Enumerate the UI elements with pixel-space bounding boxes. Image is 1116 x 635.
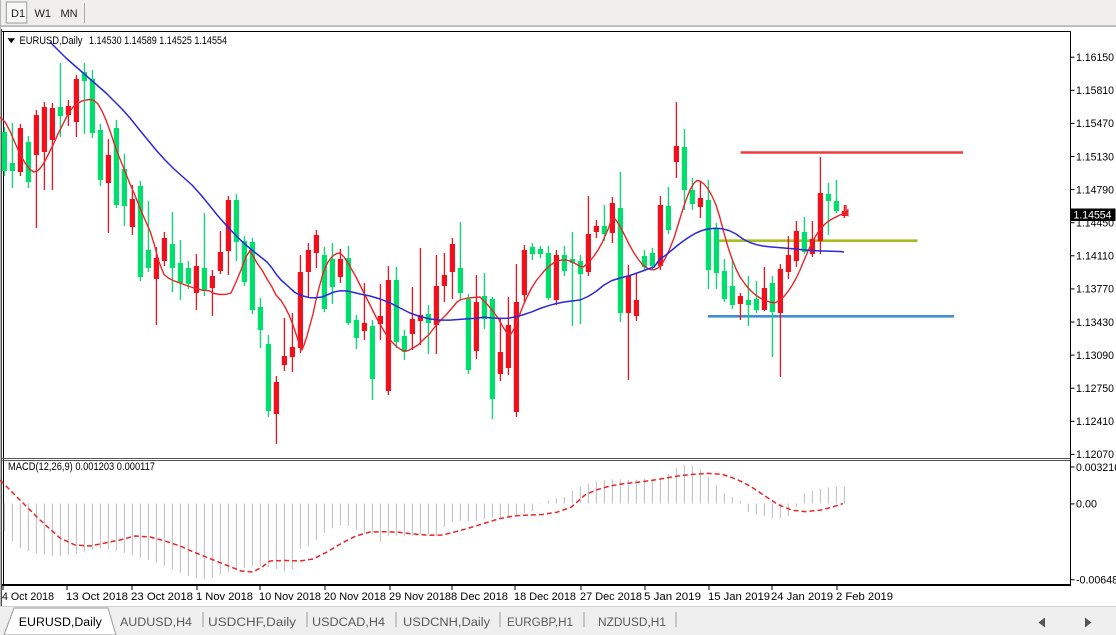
svg-text:0.00: 0.00 <box>1076 499 1097 511</box>
svg-text:15 Jan 2019: 15 Jan 2019 <box>708 591 770 603</box>
svg-text:1.14530 1.14589 1.14525 1.1455: 1.14530 1.14589 1.14525 1.14554 <box>89 35 227 47</box>
svg-text:0.003216: 0.003216 <box>1076 462 1116 474</box>
svg-text:1 Nov 2018: 1 Nov 2018 <box>196 591 253 603</box>
svg-text:USDCHF,Daily: USDCHF,Daily <box>208 617 296 629</box>
svg-text:MACD(12,26,9) 0.001203 0.00011: MACD(12,26,9) 0.001203 0.000117 <box>8 461 155 473</box>
svg-text:1.15810: 1.15810 <box>1076 85 1114 97</box>
svg-text:AUDUSD,H4: AUDUSD,H4 <box>120 617 193 629</box>
svg-text:1.15470: 1.15470 <box>1076 118 1114 130</box>
svg-text:EURUSD,Daily: EURUSD,Daily <box>19 617 102 629</box>
svg-text:EURUSD,Daily: EURUSD,Daily <box>20 35 83 47</box>
svg-text:8 Dec 2018: 8 Dec 2018 <box>451 591 508 603</box>
svg-text:23 Oct 2018: 23 Oct 2018 <box>131 591 193 603</box>
svg-text:1.13770: 1.13770 <box>1076 284 1114 296</box>
svg-text:1.12070: 1.12070 <box>1076 449 1114 461</box>
svg-text:27 Dec 2018: 27 Dec 2018 <box>580 591 642 603</box>
svg-text:-0.006485: -0.006485 <box>1076 575 1116 587</box>
svg-text:1.14554: 1.14554 <box>1074 210 1112 222</box>
svg-text:18 Dec 2018: 18 Dec 2018 <box>514 591 576 603</box>
svg-text:1.12750: 1.12750 <box>1076 383 1114 395</box>
svg-text:D1: D1 <box>11 8 25 20</box>
svg-text:20 Nov 2018: 20 Nov 2018 <box>324 591 386 603</box>
svg-text:MN: MN <box>61 8 78 20</box>
svg-text:2 Feb 2019: 2 Feb 2019 <box>836 591 893 603</box>
svg-text:1.12410: 1.12410 <box>1076 416 1114 428</box>
svg-text:1.15130: 1.15130 <box>1076 151 1114 163</box>
svg-text:NZDUSD,H1: NZDUSD,H1 <box>598 617 666 629</box>
svg-text:1.13430: 1.13430 <box>1076 317 1114 329</box>
svg-text:10 Nov 2018: 10 Nov 2018 <box>259 591 321 603</box>
svg-text:29 Nov 2018: 29 Nov 2018 <box>389 591 451 603</box>
svg-text:1.14110: 1.14110 <box>1076 251 1114 263</box>
svg-text:1.14790: 1.14790 <box>1076 184 1114 196</box>
svg-text:5 Jan 2019: 5 Jan 2019 <box>644 591 701 603</box>
svg-text:13 Oct 2018: 13 Oct 2018 <box>66 591 128 603</box>
svg-text:1.13090: 1.13090 <box>1076 350 1114 362</box>
svg-text:USDCAD,H4: USDCAD,H4 <box>312 617 386 629</box>
svg-text:1.16150: 1.16150 <box>1076 52 1114 64</box>
svg-text:24 Jan 2019: 24 Jan 2019 <box>771 591 833 603</box>
svg-text:EURGBP,H1: EURGBP,H1 <box>507 617 573 629</box>
svg-text:W1: W1 <box>35 8 52 20</box>
svg-text:4 Oct 2018: 4 Oct 2018 <box>2 591 54 603</box>
svg-text:USDCNH,Daily: USDCNH,Daily <box>403 617 490 629</box>
